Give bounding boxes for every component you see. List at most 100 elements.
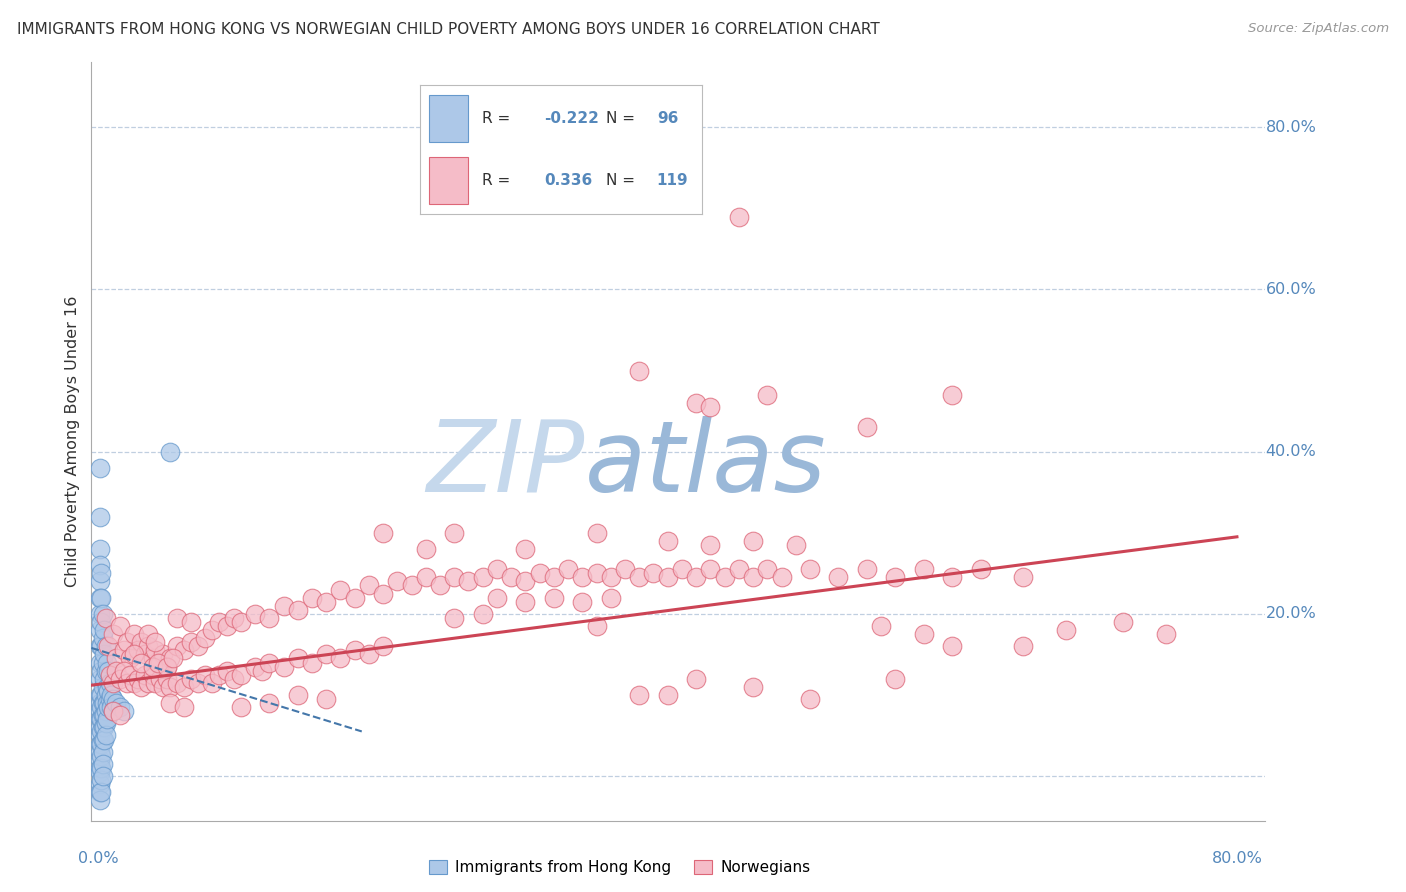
Point — [387, 574, 409, 589]
Point — [91, 631, 114, 645]
Point — [145, 643, 167, 657]
Point — [685, 396, 707, 410]
Point — [685, 570, 707, 584]
Point — [112, 664, 135, 678]
Point — [259, 696, 281, 710]
Point — [96, 696, 118, 710]
Point — [156, 659, 179, 673]
Point — [699, 538, 721, 552]
Point — [371, 586, 394, 600]
Point — [136, 675, 159, 690]
Point — [145, 635, 167, 649]
Point — [93, 672, 115, 686]
Point — [529, 566, 551, 581]
Point — [343, 643, 366, 657]
Point — [89, 607, 111, 621]
Point — [250, 664, 273, 678]
Point — [657, 570, 679, 584]
Point — [159, 651, 181, 665]
Point — [156, 659, 179, 673]
Point — [173, 643, 195, 657]
Y-axis label: Child Poverty Among Boys Under 16: Child Poverty Among Boys Under 16 — [65, 296, 80, 587]
Point — [93, 720, 115, 734]
Point — [96, 712, 118, 726]
Point — [657, 688, 679, 702]
Point — [90, 640, 112, 654]
Point — [100, 700, 122, 714]
Point — [91, 756, 114, 771]
Point — [97, 640, 120, 654]
Point — [215, 619, 238, 633]
Point — [89, 696, 111, 710]
Point — [90, 664, 112, 678]
Point — [89, 712, 111, 726]
Point — [94, 688, 117, 702]
Point — [571, 570, 593, 584]
Point — [101, 675, 124, 690]
Point — [127, 672, 149, 686]
Text: 80.0%: 80.0% — [1265, 120, 1316, 135]
Point — [122, 675, 145, 690]
Text: Source: ZipAtlas.com: Source: ZipAtlas.com — [1249, 22, 1389, 36]
Point — [443, 570, 465, 584]
Point — [90, 737, 112, 751]
Text: 20.0%: 20.0% — [1265, 607, 1316, 622]
Point — [215, 664, 238, 678]
Point — [115, 675, 138, 690]
Point — [89, 720, 111, 734]
Point — [259, 611, 281, 625]
Point — [429, 578, 451, 592]
Point — [187, 640, 209, 654]
Text: 80.0%: 80.0% — [1212, 851, 1263, 866]
Point — [756, 562, 779, 576]
Point — [173, 680, 195, 694]
Point — [515, 541, 537, 556]
Point — [657, 533, 679, 548]
Point — [90, 700, 112, 714]
Point — [401, 578, 423, 592]
Point — [97, 664, 120, 678]
Point — [315, 648, 337, 662]
Point — [90, 724, 112, 739]
Point — [571, 595, 593, 609]
Point — [1112, 615, 1135, 629]
Point — [287, 603, 309, 617]
Point — [115, 635, 138, 649]
Point — [742, 533, 765, 548]
Point — [152, 680, 174, 694]
Point — [742, 680, 765, 694]
Point — [104, 664, 127, 678]
Point — [91, 696, 114, 710]
Point — [471, 570, 494, 584]
Point — [1054, 623, 1077, 637]
Text: IMMIGRANTS FROM HONG KONG VS NORWEGIAN CHILD POVERTY AMONG BOYS UNDER 16 CORRELA: IMMIGRANTS FROM HONG KONG VS NORWEGIAN C… — [17, 22, 880, 37]
Point — [856, 562, 879, 576]
Point — [145, 675, 167, 690]
Point — [970, 562, 993, 576]
Point — [515, 595, 537, 609]
Point — [89, 688, 111, 702]
Point — [93, 623, 115, 637]
Point — [134, 648, 156, 662]
Point — [89, 656, 111, 670]
Point — [89, 541, 111, 556]
Point — [585, 525, 607, 540]
Point — [89, 640, 111, 654]
Point — [108, 708, 131, 723]
Point — [543, 570, 565, 584]
Point — [599, 570, 621, 584]
Point — [315, 692, 337, 706]
Point — [94, 664, 117, 678]
Point — [89, 745, 111, 759]
Point — [91, 745, 114, 759]
Point — [134, 667, 156, 681]
Point — [149, 672, 172, 686]
Point — [287, 688, 309, 702]
Point — [90, 773, 112, 788]
Point — [415, 570, 437, 584]
Point — [159, 444, 181, 458]
Point — [97, 700, 120, 714]
Point — [329, 651, 352, 665]
Point — [94, 716, 117, 731]
Point — [98, 675, 121, 690]
